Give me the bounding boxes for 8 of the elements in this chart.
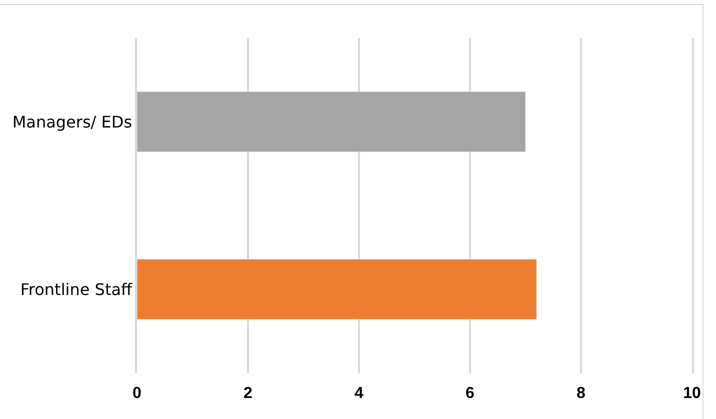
x-tick-label: 6 [466, 385, 475, 402]
x-tick-label: 4 [354, 385, 364, 402]
x-tick-label: 10 [683, 385, 701, 402]
x-tick-label: 8 [576, 385, 586, 402]
y-tick-label: Frontline Staff [20, 280, 134, 299]
y-tick-label: Managers/ EDs [12, 112, 132, 132]
x-tick-label: 0 [132, 385, 142, 402]
x-tick-label: 2 [244, 385, 253, 402]
